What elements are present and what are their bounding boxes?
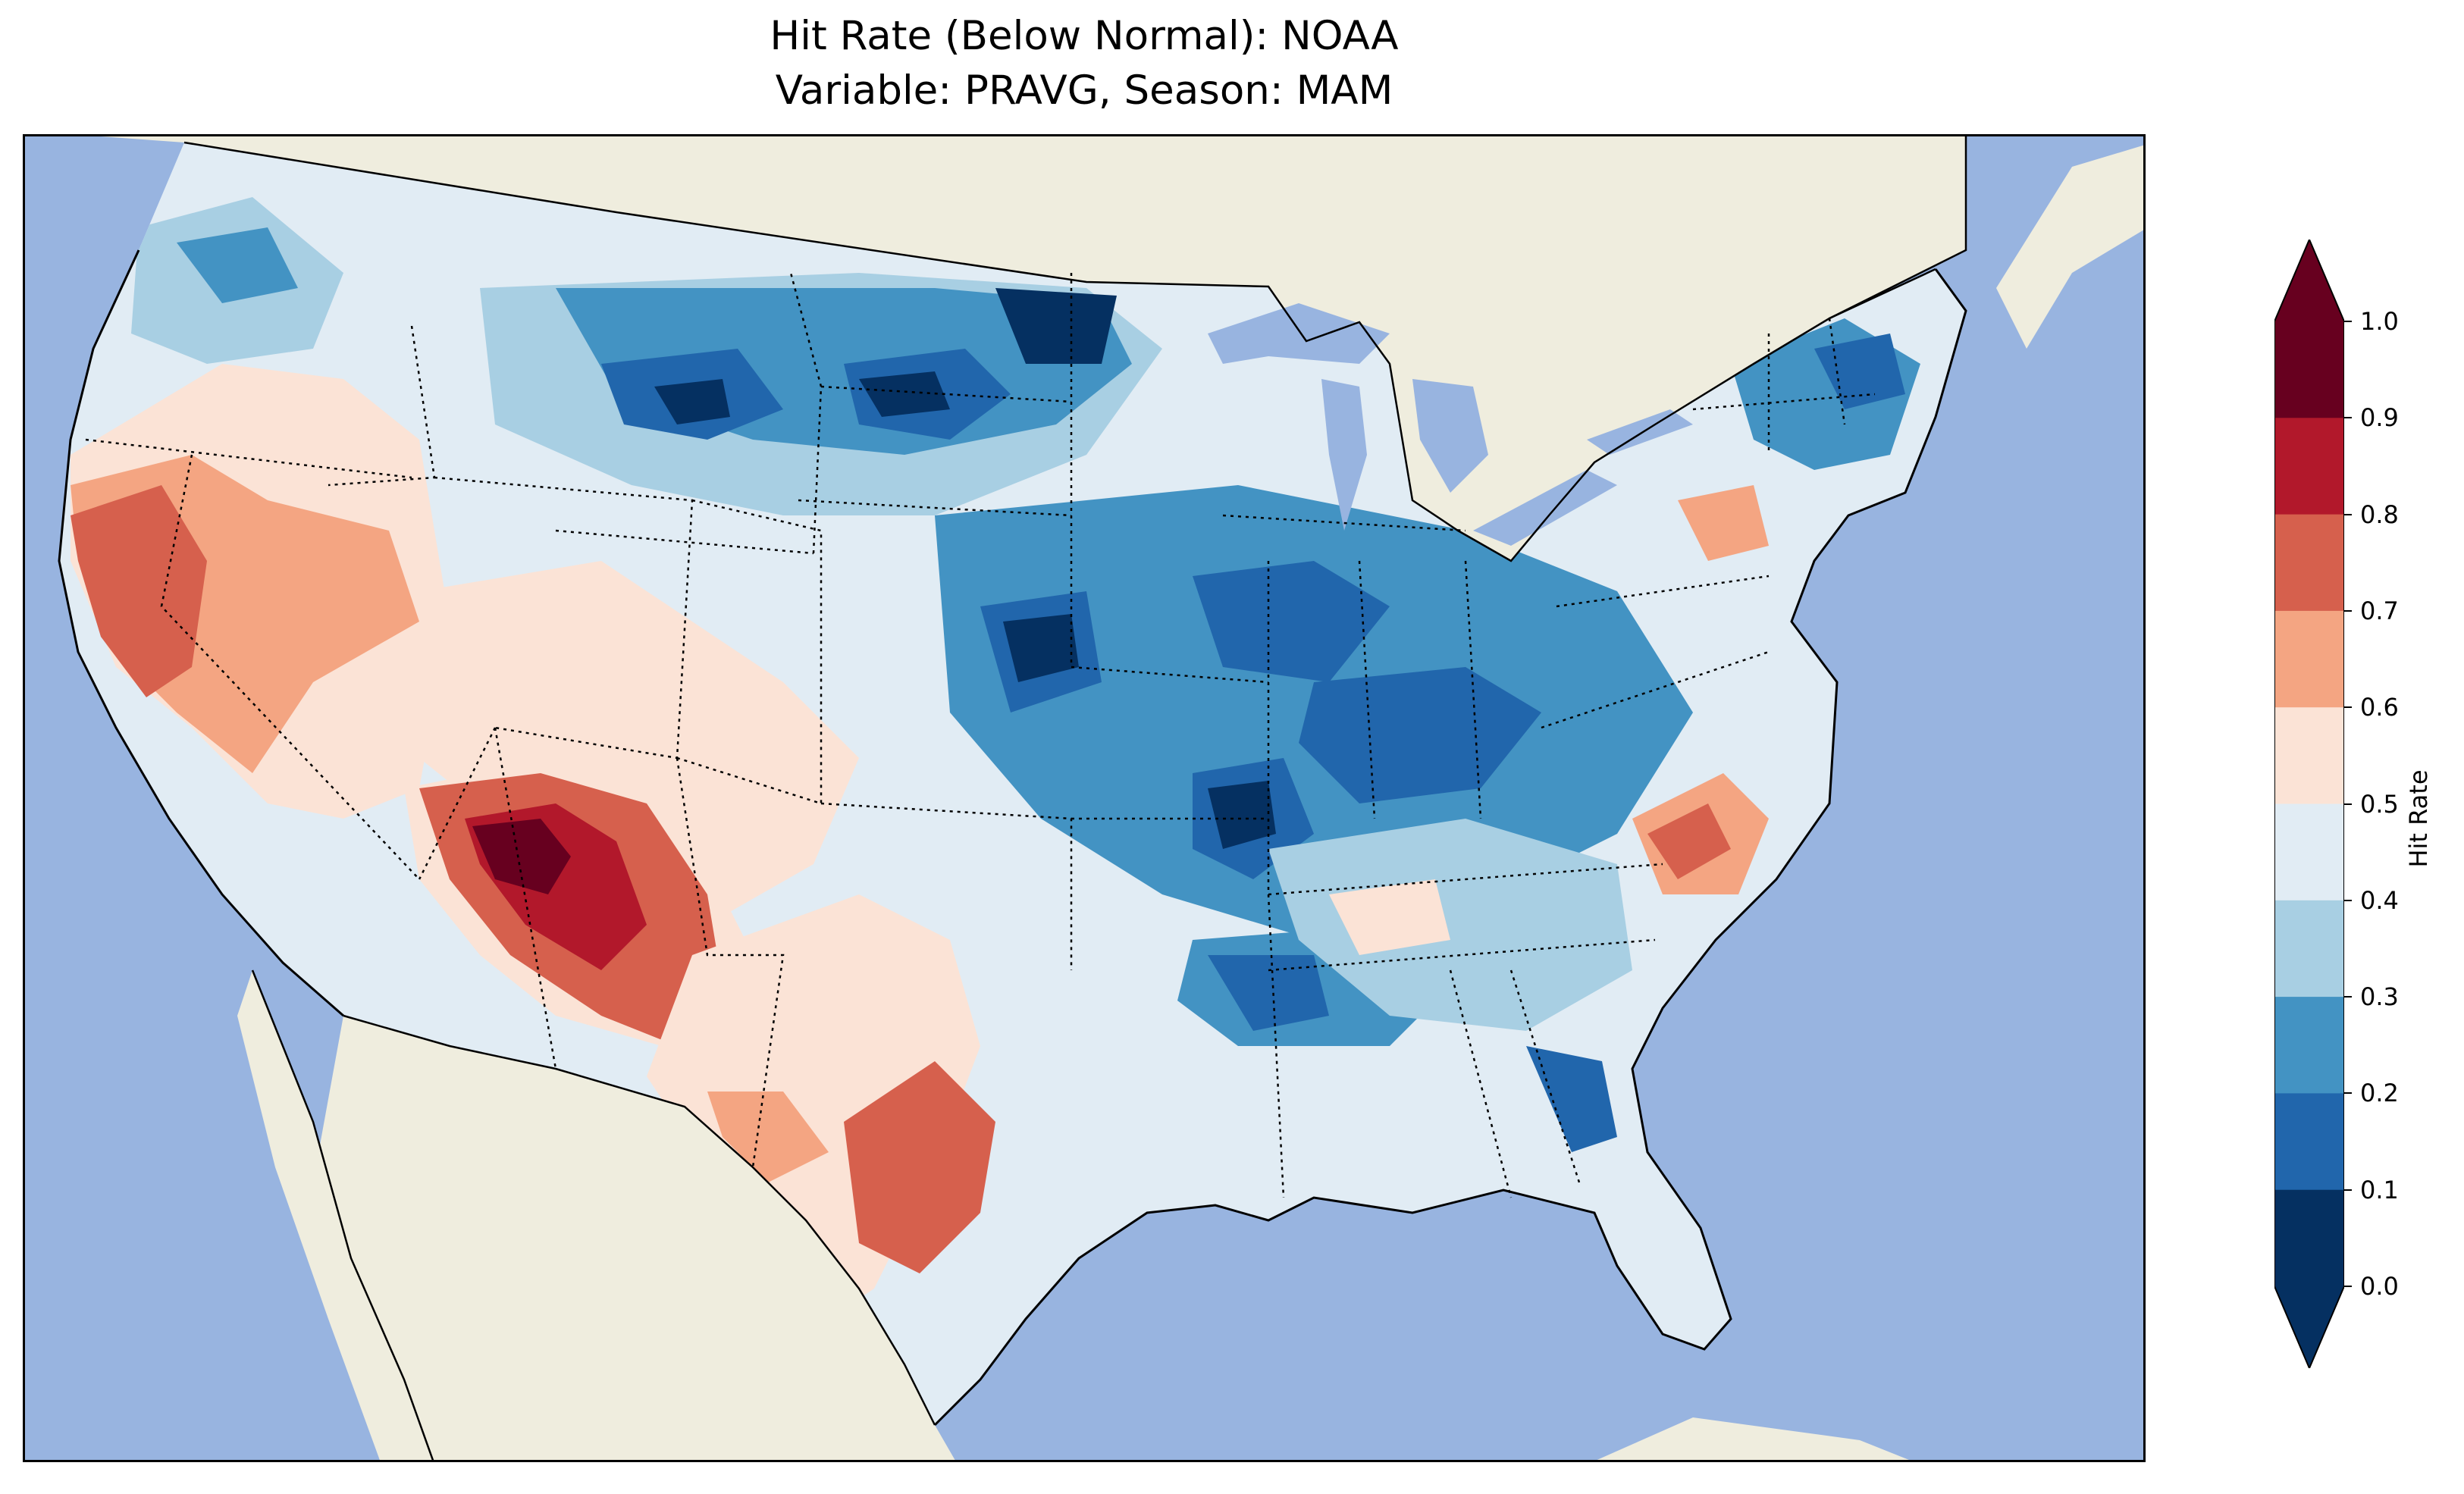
- colorbar-bin: [2274, 1189, 2344, 1287]
- colorbar-tick-mark: [2344, 706, 2352, 709]
- canada-border: [183, 141, 1936, 562]
- baja-california-land: [237, 970, 433, 1460]
- canada-land: [101, 136, 1966, 561]
- colorbar-tick-label: 0.4: [2360, 885, 2399, 915]
- colorbar-bin: [2274, 997, 2344, 1094]
- colorbar-label: Hit Rate: [2404, 769, 2433, 868]
- colorbar-tick-mark: [2344, 321, 2352, 322]
- colorbar-extend-max: [2274, 240, 2344, 321]
- colorbar-tick-mark: [2344, 417, 2352, 419]
- colorbar-tick-label: 0.6: [2360, 693, 2399, 722]
- colorbar-bin: [2274, 803, 2344, 901]
- st-lawrence-coast: [1829, 136, 1967, 320]
- cuba-land: [1597, 1417, 1909, 1460]
- mexico-land: [313, 1016, 955, 1460]
- map-panel: [23, 134, 2146, 1462]
- hit-rate-field: [59, 143, 1966, 1425]
- colorbar-tick-label: 1.0: [2360, 307, 2399, 336]
- colorbar-bin: [2274, 514, 2344, 612]
- colorbar-tick-label: 0.5: [2360, 789, 2399, 819]
- east-coastline: [933, 268, 1967, 1427]
- colorbar-tick-mark: [2344, 899, 2352, 901]
- colorbar-tick-mark: [2344, 803, 2352, 805]
- colorbar-tick-mark: [2344, 513, 2352, 515]
- colorbar-tick-mark: [2344, 1189, 2352, 1191]
- colorbar-bin: [2274, 1093, 2344, 1191]
- west-coastline: [58, 249, 344, 1017]
- colorbar-tick-label: 0.2: [2360, 1079, 2399, 1108]
- colorbar-bins: [2274, 321, 2344, 1287]
- baja-coastline: [251, 969, 434, 1460]
- title-line-2: Variable: PRAVG, Season: MAM: [775, 67, 1393, 114]
- colorbar-extend-min: [2274, 1286, 2344, 1368]
- colorbar-bin: [2274, 418, 2344, 515]
- nova-scotia-land: [1996, 145, 2143, 349]
- colorbar-tick-label: 0.1: [2360, 1175, 2399, 1204]
- lake-superior: [1208, 303, 1390, 364]
- lake-erie: [1473, 470, 1617, 546]
- lake-ontario: [1587, 409, 1693, 455]
- mexico-border: [343, 1014, 936, 1426]
- map-svg: [25, 136, 2143, 1460]
- colorbar-tick-label: 0.9: [2360, 403, 2399, 433]
- colorbar-tick-label: 0.8: [2360, 500, 2399, 529]
- colorbar-bin: [2274, 610, 2344, 708]
- colorbar-tick-label: 0.7: [2360, 596, 2399, 625]
- state-borders: [85, 272, 1876, 1198]
- colorbar-bin: [2274, 900, 2344, 998]
- lake-michigan: [1321, 379, 1367, 531]
- colorbar-bin: [2274, 321, 2344, 418]
- lake-huron: [1412, 379, 1488, 493]
- colorbar-tick-mark: [2344, 609, 2352, 612]
- colorbar-tick-mark: [2344, 1286, 2352, 1287]
- colorbar-tick-mark: [2344, 1092, 2352, 1095]
- colorbar-tick-mark: [2344, 996, 2352, 998]
- colorbar-tick-label: 0.0: [2360, 1272, 2399, 1301]
- colorbar-tick-label: 0.3: [2360, 982, 2399, 1012]
- title-line-1: Hit Rate (Below Normal): NOAA: [770, 13, 1399, 59]
- colorbar-bin: [2274, 707, 2344, 804]
- colorbar: [2274, 240, 2344, 1368]
